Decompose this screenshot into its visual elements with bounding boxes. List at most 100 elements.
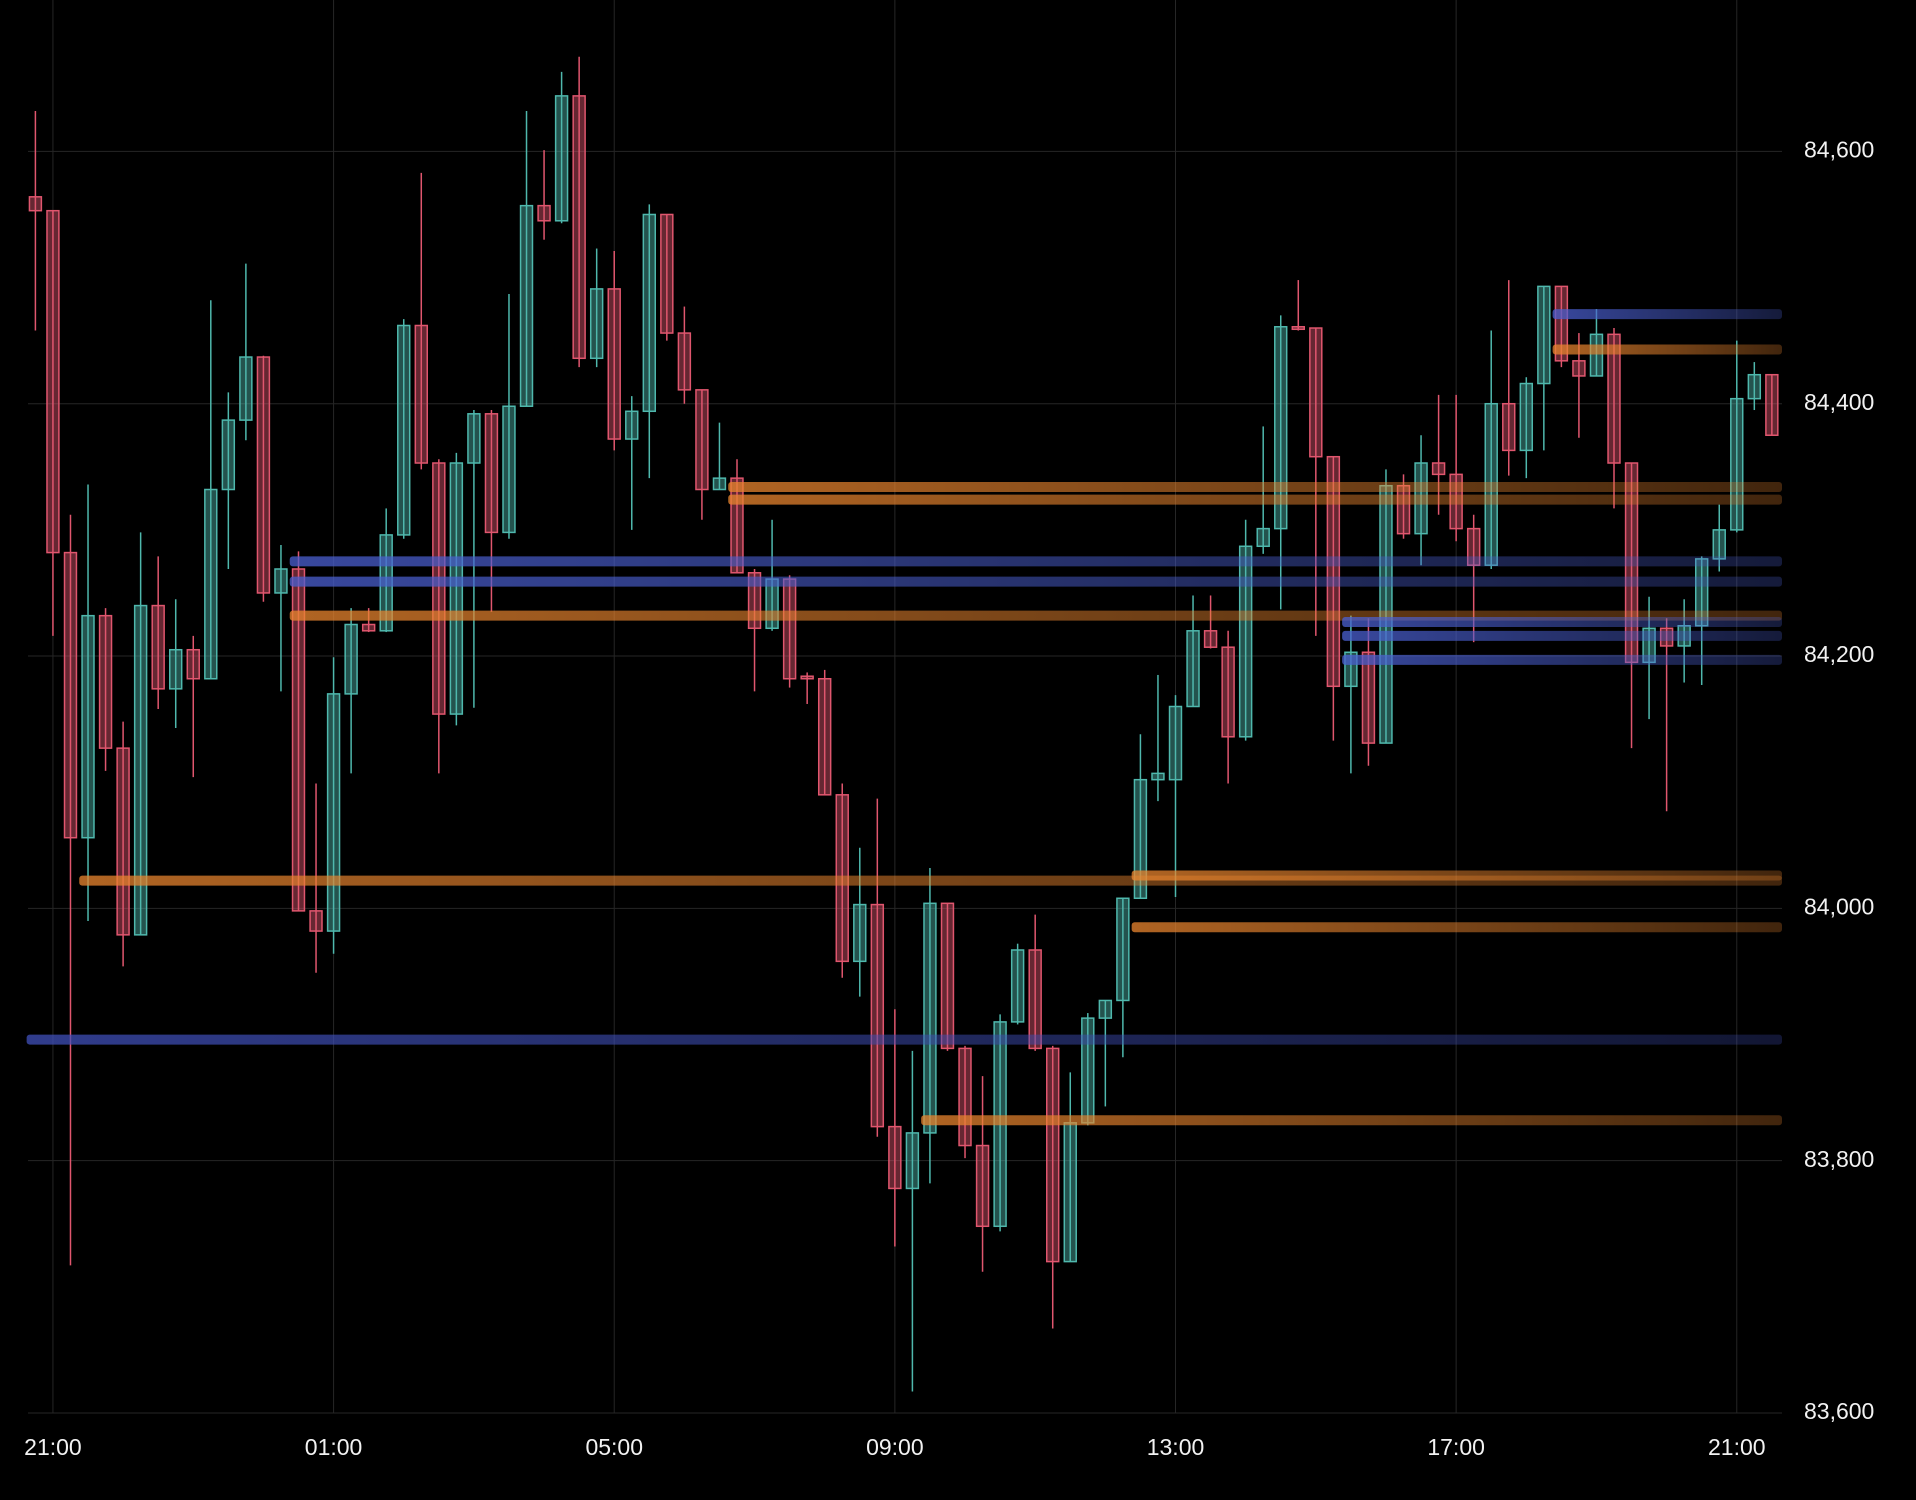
candle-body: [467, 413, 481, 464]
candle-body: [695, 389, 709, 491]
candle-body: [940, 902, 955, 1050]
candle-body: [1396, 484, 1411, 535]
candle-body: [888, 1125, 902, 1190]
candle-body: [1010, 949, 1025, 1023]
candle-body: [625, 410, 639, 440]
candle-body: [1081, 1017, 1095, 1124]
y-tick-label: 83,800: [1804, 1146, 1874, 1172]
candle-body: [1519, 382, 1534, 452]
candle-body: [905, 1132, 920, 1190]
grid-layer: [28, 0, 1782, 1414]
y-tick-label: 84,000: [1804, 893, 1874, 919]
candle-body: [397, 324, 411, 536]
candle-body: [1151, 772, 1165, 781]
candle-body: [870, 903, 885, 1128]
candle-body: [116, 747, 130, 936]
level-line: [26, 1034, 1782, 1045]
candle-body: [133, 604, 148, 936]
candle-body: [923, 902, 937, 1134]
level-line: [289, 556, 1783, 567]
candle-body: [1712, 529, 1726, 560]
level-line: [921, 1115, 1782, 1126]
candle-body: [326, 693, 341, 932]
candle-body: [1186, 630, 1200, 708]
candle-body: [607, 288, 621, 440]
candle-body: [449, 462, 464, 715]
candle-body: [1238, 545, 1253, 738]
candle-body: [1309, 327, 1323, 458]
candle-body: [1344, 651, 1358, 688]
candle-body: [1537, 285, 1551, 385]
x-tick-label: 01:00: [305, 1434, 363, 1460]
x-tick-label: 21:00: [24, 1434, 82, 1460]
candle-body: [1133, 778, 1148, 900]
level-line: [1342, 616, 1782, 627]
candle-body: [782, 578, 797, 680]
candle-body: [414, 324, 428, 464]
candle-body: [291, 568, 306, 912]
candle-body: [256, 356, 271, 594]
candle-body: [1168, 705, 1183, 781]
level-line: [1552, 344, 1782, 355]
x-tick-label: 09:00: [866, 1434, 924, 1460]
candle-body: [361, 623, 376, 632]
candle-body: [432, 462, 446, 715]
candle-body: [1765, 373, 1779, 437]
candle-body: [677, 332, 692, 391]
candle-body: [1431, 462, 1446, 476]
candle-body: [1747, 373, 1762, 400]
candle-body: [81, 614, 95, 839]
candle-body: [1326, 455, 1341, 688]
candle-body: [274, 568, 288, 594]
candle-body: [747, 572, 762, 630]
candle-body: [817, 677, 832, 796]
candle-body: [519, 204, 534, 407]
candle-body: [554, 95, 569, 222]
candle-body: [204, 488, 218, 680]
x-tick-label: 21:00: [1708, 1434, 1766, 1460]
candle-body: [660, 213, 674, 334]
candle-body: [1274, 326, 1288, 530]
candle-body: [1028, 949, 1042, 1050]
candle-body: [1572, 360, 1586, 377]
candle-body: [186, 648, 200, 680]
y-tick-label: 84,600: [1804, 136, 1874, 162]
level-line: [1131, 870, 1782, 881]
y-tick-label: 84,400: [1804, 389, 1874, 415]
candle-body: [853, 903, 867, 963]
candle-body: [239, 356, 253, 421]
candle-body: [572, 95, 586, 360]
candle-body: [1730, 397, 1744, 531]
candle-body: [730, 477, 744, 574]
candle-body: [484, 413, 499, 534]
candle-body: [1116, 897, 1130, 1002]
level-line: [289, 576, 1783, 587]
candle-body: [169, 648, 183, 690]
candle-body: [1046, 1047, 1060, 1263]
candle-body: [1589, 333, 1604, 377]
x-tick-label: 13:00: [1147, 1434, 1205, 1460]
candle-body: [1361, 651, 1376, 744]
candle-body: [642, 213, 657, 413]
level-line: [1552, 309, 1782, 320]
candle-body: [221, 419, 236, 491]
x-tick-label: 17:00: [1427, 1434, 1485, 1460]
candle-body: [1607, 333, 1621, 464]
candle-body: [1554, 285, 1569, 362]
level-line: [1342, 630, 1782, 641]
x-tick-label: 05:00: [585, 1434, 643, 1460]
candle-body: [344, 623, 358, 695]
candle-body: [1063, 1122, 1077, 1263]
candle-body: [63, 551, 78, 839]
candle-body: [309, 910, 323, 932]
level-line: [1131, 922, 1782, 933]
y-tick-label: 83,600: [1804, 1398, 1874, 1424]
candle-body: [1502, 402, 1516, 452]
candle-body: [589, 288, 604, 360]
level-line: [728, 494, 1782, 505]
candle-body: [712, 477, 727, 491]
candle-body: [537, 204, 551, 222]
level-line: [1342, 654, 1782, 665]
